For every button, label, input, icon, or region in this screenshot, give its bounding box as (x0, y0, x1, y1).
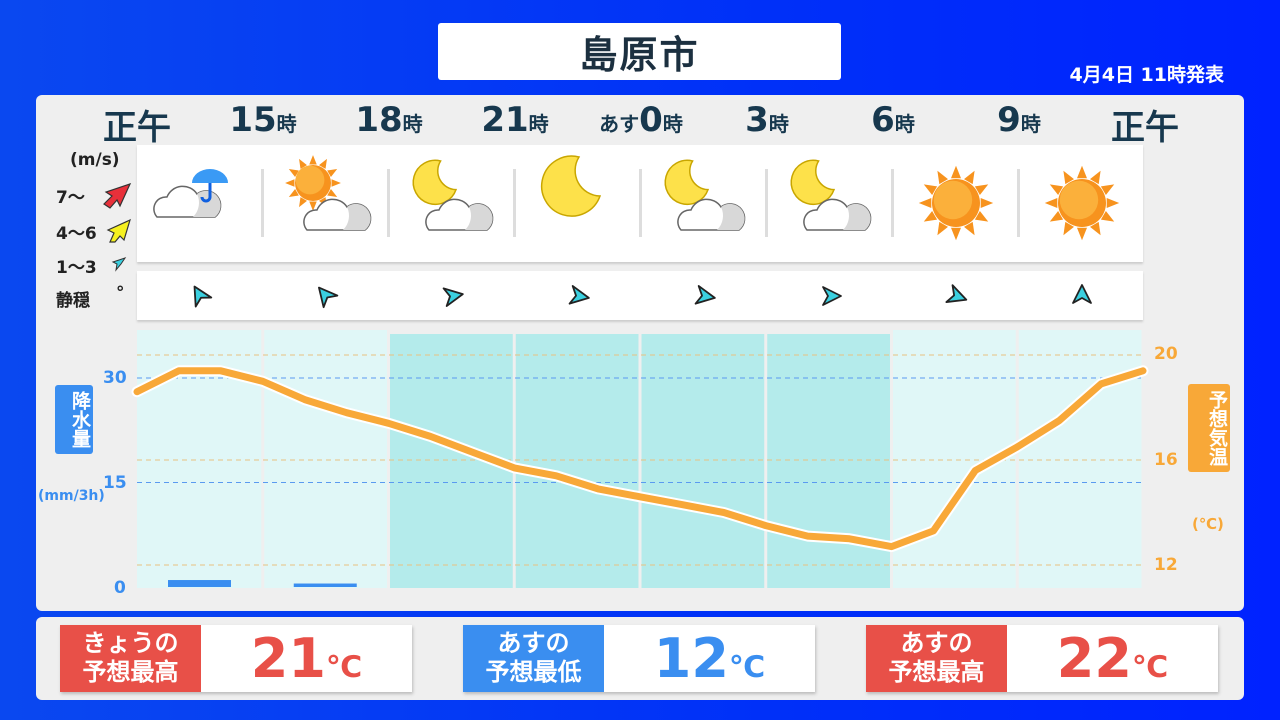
time-value: 6 (871, 100, 895, 140)
time-label: 9時 (954, 100, 1084, 140)
precip-label: 降水量 (55, 385, 93, 454)
time-label: 正午 (72, 100, 202, 149)
chart-column (515, 334, 639, 588)
precip-tick-0: 0 (114, 578, 126, 598)
moon-cloud-icon (790, 159, 872, 231)
wind-legend-calm: 静穏 (56, 291, 90, 311)
wind-arrow-icon (945, 284, 968, 303)
unit: ℃ (728, 650, 766, 685)
unit: ℃ (325, 650, 363, 685)
temp-tick-20: 20 (1154, 344, 1178, 364)
tomorrow-low-card: あすの 予想最低 12℃ (463, 625, 815, 692)
time-unit: 時 (894, 112, 915, 136)
sun-icon (1044, 165, 1120, 241)
moon-cloud-icon (664, 159, 746, 231)
time-value: 0 (639, 100, 663, 140)
divider (1017, 169, 1020, 237)
time-unit: 時 (662, 112, 683, 136)
temp-tick-12: 12 (1154, 555, 1178, 575)
time-label: 正午 (1080, 100, 1210, 149)
summary-panel: きょうの 予想最高 21℃ あすの 予想最低 12℃ あすの 予想最高 22℃ (36, 617, 1244, 700)
time-value: 3 (745, 100, 769, 140)
card-label-line2: 予想最高 (888, 658, 985, 686)
yellow-arrow-icon (106, 218, 131, 243)
red-arrow-icon (103, 182, 132, 209)
time-prefix: あす (599, 112, 640, 136)
wind-row (137, 271, 1143, 320)
temperature-precip-chart (131, 330, 1149, 588)
time-unit: 時 (768, 112, 789, 136)
today-high-value: 21 (250, 627, 326, 690)
precip-unit: (mm/3h) (38, 488, 105, 504)
divider (387, 169, 390, 237)
wind-arrow-icon (442, 287, 464, 307)
wind-arrow-icon (694, 285, 716, 305)
time-label: 15時 (198, 100, 328, 140)
issued-time: 4月4日 11時発表 (1069, 64, 1225, 86)
wind-arrow-icon (318, 286, 339, 309)
wind-arrow-icon (193, 285, 213, 308)
calm-symbol: ° (116, 283, 125, 303)
chart-column (767, 334, 890, 588)
time-value: 正午 (103, 108, 171, 148)
time-label: あす0時 (576, 100, 706, 140)
today-high-card: きょうの 予想最高 21℃ (60, 625, 412, 692)
weather-icons-row (137, 145, 1143, 262)
time-unit: 時 (402, 112, 423, 136)
cloud-umbrella-icon (153, 169, 228, 218)
unit: ℃ (1131, 650, 1169, 685)
time-label: 21時 (450, 100, 580, 140)
wind-arrow-icon (822, 286, 842, 306)
card-label-line2: 予想最高 (82, 658, 179, 686)
time-unit: 時 (276, 112, 297, 136)
time-value: 15 (229, 100, 277, 140)
time-value: 9 (997, 100, 1021, 140)
tomorrow-high-card: あすの 予想最高 22℃ (866, 625, 1218, 692)
sun-icon (918, 165, 994, 241)
precip-tick-15: 15 (103, 473, 127, 493)
divider (513, 169, 516, 237)
cyan-arrow-icon (111, 257, 127, 272)
precip-bar (293, 583, 357, 587)
wind-legend-light: 1〜3 (56, 258, 97, 278)
temperature-line (133, 367, 1147, 551)
card-label-line1: あすの (900, 629, 973, 657)
divider (639, 169, 642, 237)
temp-tick-16: 16 (1154, 450, 1178, 470)
card-label-line1: あすの (497, 629, 570, 657)
time-value: 18 (355, 100, 403, 140)
time-label: 18時 (324, 100, 454, 140)
precip-tick-30: 30 (103, 368, 127, 388)
time-value: 正午 (1111, 108, 1179, 148)
temp-unit: (℃) (1192, 515, 1224, 533)
wind-arrow-icon (1072, 284, 1092, 304)
moon-icon (540, 155, 602, 217)
time-unit: 時 (528, 112, 549, 136)
precip-bar (168, 580, 231, 587)
chart-column (264, 330, 387, 588)
city-title: 島原市 (438, 23, 841, 80)
time-label: 6時 (828, 100, 958, 140)
divider (765, 169, 768, 237)
wind-legend-strong: 7〜 (56, 188, 85, 208)
time-unit: 時 (1020, 112, 1041, 136)
card-label-line2: 予想最低 (485, 658, 582, 686)
tomorrow-low-value: 12 (653, 627, 729, 690)
divider (891, 169, 894, 237)
divider (261, 169, 264, 237)
wind-unit: (m/s) (70, 150, 120, 170)
temp-label: 予想気温 (1188, 384, 1230, 472)
wind-arrow-icon (568, 285, 590, 305)
chart-column (1018, 330, 1142, 588)
time-label: 3時 (702, 100, 832, 140)
tomorrow-high-value: 22 (1056, 627, 1132, 690)
card-label-line1: きょうの (82, 629, 179, 657)
moon-cloud-icon (412, 159, 494, 231)
chart-column (641, 334, 765, 588)
time-value: 21 (481, 100, 529, 140)
wind-legend-arrows (103, 182, 132, 272)
sun-cloud-icon (285, 155, 372, 231)
wind-legend-moderate: 4〜6 (56, 224, 97, 244)
